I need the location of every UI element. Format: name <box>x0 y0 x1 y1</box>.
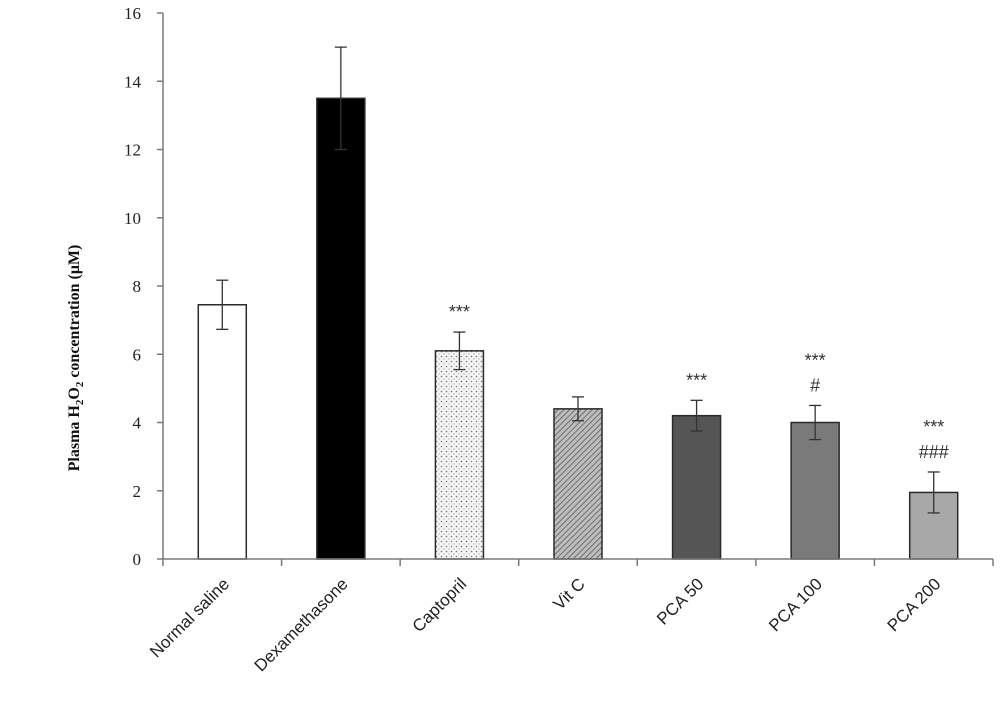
bars <box>197 97 959 560</box>
annotation-captopril: *** <box>449 302 470 322</box>
x-tick-label-pca-50: PCA 50 <box>653 574 707 628</box>
y-tick-label: 2 <box>133 482 142 501</box>
annotation-pca-100: *** <box>805 350 826 370</box>
bar-vit-c <box>553 408 603 560</box>
bar-captopril <box>434 350 485 560</box>
y-tick-label: 12 <box>124 141 141 160</box>
y-tick-label: 0 <box>133 550 142 569</box>
annotation-pca-200: *** <box>923 417 944 437</box>
significance-annotations: *** *** *** # *** ### <box>449 302 949 462</box>
x-tick-label-vit-c: Vit C <box>550 574 589 613</box>
annotation-pca-50: *** <box>686 370 707 390</box>
x-tick-label-pca-100: PCA 100 <box>765 574 826 635</box>
bar-pca-50 <box>671 414 722 560</box>
y-axis: 0 2 4 6 8 10 12 14 16 <box>124 4 164 569</box>
y-tick-label: 6 <box>133 345 142 364</box>
x-axis: Normal saline Dexamethasone Captopril Vit C… <box>146 558 994 675</box>
error-bars <box>216 46 940 514</box>
y-tick-label: 8 <box>133 277 142 296</box>
y-tick-label: 4 <box>133 414 142 433</box>
y-tick-label: 14 <box>124 72 142 91</box>
x-tick-label-captopril: Captopril <box>409 574 471 636</box>
annotation-pca-100: # <box>810 375 820 395</box>
x-tick-label-normal-saline: Normal saline <box>146 574 233 661</box>
bar-pca-100 <box>790 421 840 560</box>
y-tick-label: 16 <box>124 4 141 23</box>
x-tick-label-pca-200: PCA 200 <box>884 574 945 635</box>
x-tick-label-dexamethasone: Dexamethasone <box>251 574 352 675</box>
bar-dexamethasone <box>316 97 366 560</box>
annotation-pca-200: ### <box>919 442 949 462</box>
bar-normal-saline <box>197 304 248 560</box>
y-tick-label: 10 <box>124 209 141 228</box>
y-axis-label: Plasma H2O2 concentration (μM) <box>66 245 86 472</box>
